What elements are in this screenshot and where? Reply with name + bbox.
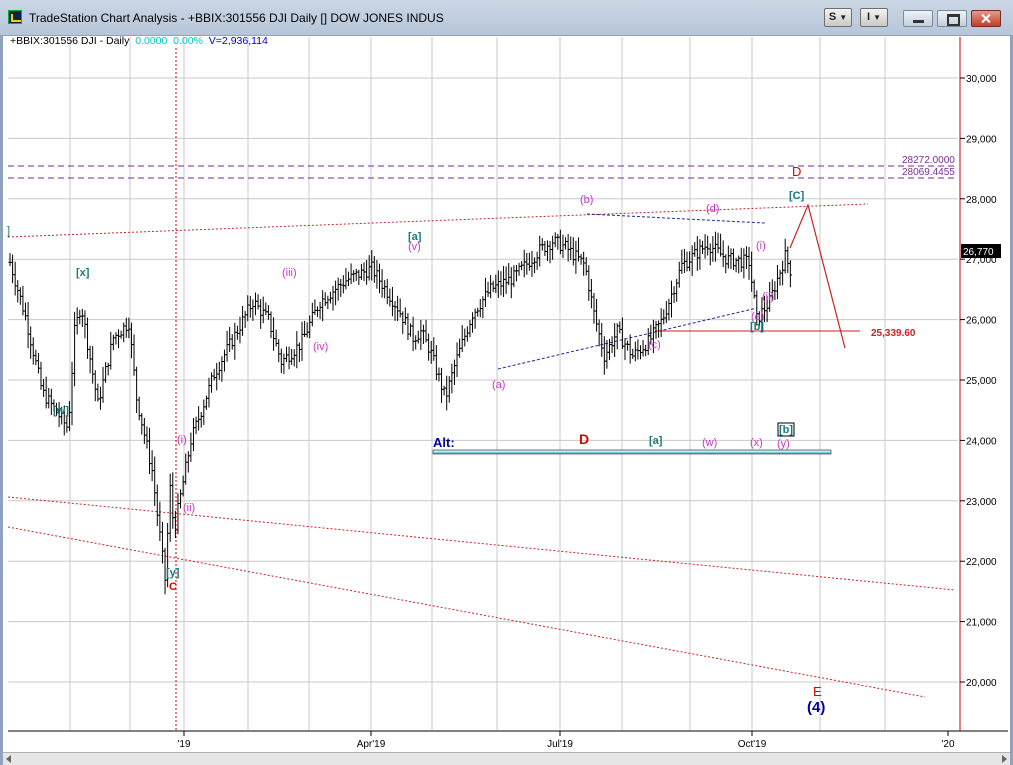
price-tick-label: 30,000 xyxy=(966,74,997,85)
price-tick-label: 23,000 xyxy=(966,497,997,508)
time-tick-label: '19 xyxy=(177,739,190,750)
wave-label-iv: (iv) xyxy=(313,341,328,353)
alt-wave-x: (x) xyxy=(750,437,763,449)
wave-label-D: D xyxy=(792,164,801,179)
price-tick-label: 29,000 xyxy=(966,134,997,145)
wave-label-x: [x] xyxy=(76,267,90,279)
price-change: 0.0000 xyxy=(135,35,168,47)
price-axis: 30,000 29,000 28,000 27,000 26,000 25,000 24,0… xyxy=(960,74,997,689)
alt-wave-D: D xyxy=(579,431,589,447)
time-tick-label: Oct'19 xyxy=(738,739,767,750)
projection-path xyxy=(789,203,846,349)
time-tick-label: '20 xyxy=(941,739,954,750)
wave-label-4: (4) xyxy=(807,699,825,716)
strategy-menu-button[interactable]: S ▼ xyxy=(824,8,852,27)
price-tick-label: 26,000 xyxy=(966,316,997,327)
symbol-info-bar: +BBIX:301556 DJI - Daily 0.0000 0.00% V=… xyxy=(10,35,268,47)
wave-label-b-square: [b] xyxy=(750,321,764,333)
title-bar: TradeStation Chart Analysis - +BBIX:3015… xyxy=(0,0,1013,36)
minimize-button[interactable] xyxy=(903,10,933,27)
wave-label-a: (a) xyxy=(492,379,505,391)
price-tick-label: 27,000 xyxy=(966,255,997,266)
chart-window[interactable] xyxy=(0,36,1013,765)
volume-value: V=2,936,114 xyxy=(208,35,268,47)
wave-labels: ] [w] [x] [y] C (i) (ii) (iii) (iv) [a] … xyxy=(7,164,825,716)
scroll-left-icon[interactable] xyxy=(6,755,11,763)
price-tick-label: 24,000 xyxy=(966,436,997,447)
chevron-down-icon: ▼ xyxy=(873,13,881,22)
wave-label-C: C xyxy=(169,581,177,593)
alt-wave-w: (w) xyxy=(702,437,717,449)
wave-label-c: (c) xyxy=(648,339,661,351)
indicator-menu-button[interactable]: I ▼ xyxy=(860,8,888,27)
indicator-button-label: I xyxy=(867,11,871,23)
wave-label-iii: (iii) xyxy=(282,267,297,279)
price-tick-label: 22,000 xyxy=(966,557,997,568)
wave-label-partial: ] xyxy=(7,225,10,237)
alt-label: Alt: xyxy=(433,435,455,450)
wave-label-a-square: [a] xyxy=(408,231,422,243)
chart-grid xyxy=(8,37,958,730)
price-tick-label: 25,000 xyxy=(966,376,997,387)
close-button[interactable] xyxy=(971,10,1001,27)
tradestation-app-icon xyxy=(8,10,22,24)
alt-wave-b-box xyxy=(777,422,795,437)
price-tick-label: 21,000 xyxy=(966,618,997,629)
time-tick-label: Apr'19 xyxy=(357,739,386,750)
upper-channel-line xyxy=(7,203,869,238)
wave-label-ii: (ii) xyxy=(183,502,195,514)
price-tick-label: 20,000 xyxy=(966,678,997,689)
chevron-down-icon: ▼ xyxy=(839,13,848,22)
wave-label-i-late: (i) xyxy=(756,240,766,252)
maximize-button[interactable] xyxy=(937,10,967,27)
alt-wave-b: [b] xyxy=(779,424,793,436)
symbol-name: +BBIX:301556 DJI - Daily xyxy=(10,35,130,47)
wave-label-v: (v) xyxy=(408,241,421,253)
last-price-tag xyxy=(961,244,1001,258)
time-axis: '19 Apr'19 Jul'19 Oct'19 '20 xyxy=(177,731,955,750)
wave-label-C-square: [C] xyxy=(789,190,805,202)
alt-wave-y: (y) xyxy=(777,438,790,450)
price-tick-label: 28,000 xyxy=(966,195,997,206)
wave-label-y: [y] xyxy=(166,567,180,579)
level-label-1: 28272.0000 xyxy=(902,155,955,166)
wave-label-b: (b) xyxy=(580,194,593,206)
alt-wave-a: [a] xyxy=(649,435,663,447)
time-tick-label: Jul'19 xyxy=(547,739,573,750)
last-price-value: 26,770 xyxy=(963,247,994,258)
triangle-upper-trendline xyxy=(586,213,766,224)
price-change-pct: 0.00% xyxy=(173,35,203,47)
wave-label-d: (d) xyxy=(706,203,719,215)
horizontal-scrollbar[interactable] xyxy=(3,752,1010,765)
window-title: TradeStation Chart Analysis - +BBIX:3015… xyxy=(29,11,444,25)
alt-bar xyxy=(432,449,832,455)
scroll-right-icon[interactable] xyxy=(1002,755,1007,763)
support-level-label: 25,339.60 xyxy=(871,328,916,339)
level-label-2: 28069.4455 xyxy=(902,167,955,178)
wave-label-E: E xyxy=(813,684,822,699)
lower-channel-line xyxy=(7,526,926,698)
wave-label-e: (e) xyxy=(751,311,764,323)
wave-label-i: (i) xyxy=(177,434,187,446)
alt-count-box: Alt: D [a] (w) (x) (y) [b] xyxy=(432,422,832,455)
strategy-button-label: S xyxy=(828,11,837,23)
middle-channel-line xyxy=(7,496,956,591)
wave-label-w: [w] xyxy=(53,405,69,417)
price-bars xyxy=(8,229,792,595)
triangle-lower-trendline xyxy=(497,307,758,370)
wave-label-ii-late: (ii) xyxy=(762,291,774,303)
